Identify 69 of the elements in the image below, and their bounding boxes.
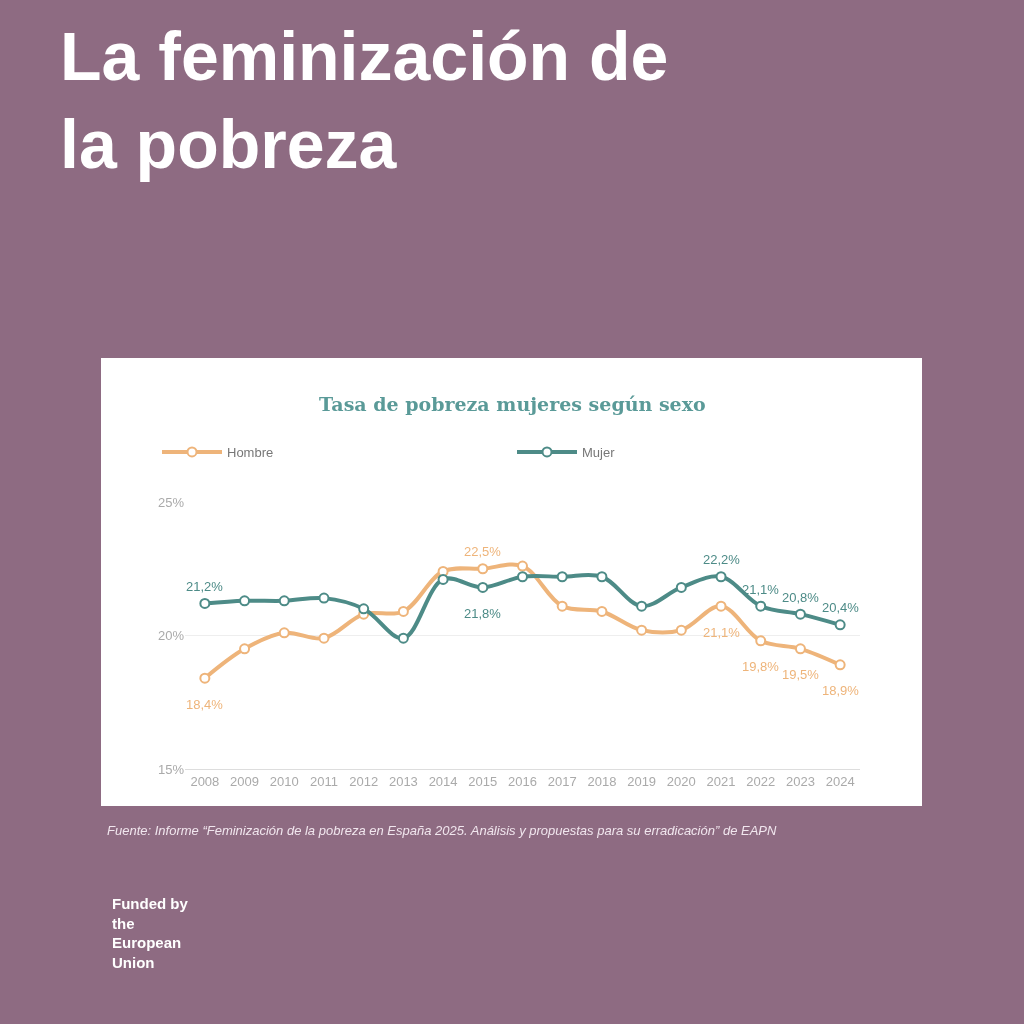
x-tick-label: 2021 bbox=[706, 773, 736, 789]
point bbox=[318, 632, 330, 644]
chart-title: La feminización de la pobreza bbox=[60, 18, 669, 183]
point bbox=[199, 672, 211, 684]
point bbox=[437, 573, 449, 585]
point bbox=[794, 608, 806, 620]
point bbox=[517, 571, 528, 583]
x-tick-label: 2015 bbox=[468, 773, 498, 789]
x-tick-label: 2013 bbox=[388, 773, 418, 789]
point bbox=[199, 597, 211, 609]
y-tick-label: 25% bbox=[157, 494, 185, 510]
point bbox=[397, 632, 409, 644]
x-tick-label: 2008 bbox=[190, 773, 220, 789]
x-tick-label: 2024 bbox=[825, 773, 855, 789]
point bbox=[596, 605, 608, 617]
data-label: 18,9% bbox=[822, 683, 860, 698]
point bbox=[596, 571, 608, 583]
legend-label: Hombre bbox=[227, 445, 274, 461]
x-tick-label: 2012 bbox=[349, 773, 379, 789]
source-note: Fuente: Informe “Feminización de la pobreza en España 2025. Análisis y propuestas para su erradicación” de EAPN bbox=[107, 823, 777, 838]
legend-label: Mujer bbox=[582, 445, 616, 461]
point bbox=[794, 643, 806, 655]
data-label: 18,4% bbox=[186, 697, 224, 712]
point bbox=[477, 581, 489, 593]
x-tick-label: 2019 bbox=[627, 773, 657, 789]
point bbox=[318, 592, 330, 604]
point bbox=[397, 605, 409, 617]
y-tick-label: 15% bbox=[157, 761, 185, 777]
point bbox=[477, 563, 489, 575]
data-label: 21,8% bbox=[464, 606, 502, 621]
y-tick-label: 20% bbox=[157, 628, 185, 644]
x-tick-label: 2022 bbox=[746, 773, 776, 789]
data-label: 19,8% bbox=[742, 659, 780, 674]
data-label: 20,8% bbox=[782, 590, 820, 605]
data-label: 21,2% bbox=[186, 579, 224, 594]
point bbox=[517, 560, 528, 572]
point bbox=[358, 603, 370, 615]
text: Funded by the European Union bbox=[112, 895, 189, 971]
chart-subtitle: Tasa de pobreza mujeres según sexo bbox=[319, 393, 706, 415]
data-label: 22,5% bbox=[464, 544, 502, 559]
x-tick-label: 2023 bbox=[785, 773, 815, 789]
point bbox=[239, 643, 251, 655]
x-tick-label: 2010 bbox=[269, 773, 299, 789]
x-tick-label: 2011 bbox=[309, 773, 338, 789]
point bbox=[755, 635, 767, 647]
point bbox=[834, 659, 846, 671]
point bbox=[278, 627, 290, 639]
x-tick-label: 2009 bbox=[230, 773, 260, 789]
point bbox=[239, 595, 251, 607]
point bbox=[715, 600, 727, 612]
point bbox=[636, 624, 648, 636]
x-tick-label: 2014 bbox=[428, 773, 458, 789]
point bbox=[636, 600, 648, 612]
data-label: 21,1% bbox=[703, 625, 741, 640]
point bbox=[675, 624, 687, 636]
data-label: 20,4% bbox=[822, 600, 860, 615]
x-tick-label: 2020 bbox=[666, 773, 696, 789]
point bbox=[715, 571, 727, 583]
x-tick-label: 2018 bbox=[587, 773, 617, 789]
x-tick-label: 2016 bbox=[508, 773, 537, 789]
point bbox=[278, 595, 290, 607]
point bbox=[834, 619, 846, 631]
point bbox=[675, 581, 687, 593]
x-tick-label: 2017 bbox=[547, 773, 577, 789]
point bbox=[556, 571, 568, 583]
data-label: 22,2% bbox=[703, 552, 741, 567]
point bbox=[556, 600, 568, 612]
data-label: 19,5% bbox=[782, 667, 820, 682]
point bbox=[755, 600, 767, 612]
